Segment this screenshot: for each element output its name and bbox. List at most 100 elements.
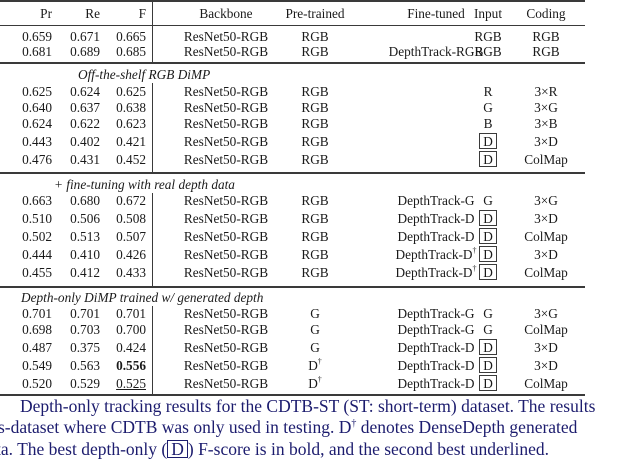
cell-f: 0.508	[116, 211, 146, 226]
cell-pr: 0.487	[22, 340, 52, 355]
cell-coding: ColMap	[524, 376, 568, 391]
section-rule	[0, 62, 585, 64]
depth-input-box: D	[479, 264, 497, 280]
cell-pr: 0.502	[22, 229, 52, 244]
col-header-pr: Pr	[40, 6, 52, 21]
cell-pr: 0.701	[22, 306, 52, 321]
cell-f: 0.685	[116, 44, 146, 59]
cell-input: D	[470, 210, 506, 227]
cell-coding: 3×R	[534, 84, 558, 99]
cell-pretrained: RGB	[301, 44, 329, 59]
col-header-finetuned: Fine-tuned	[407, 6, 465, 21]
cell-input: D	[470, 133, 506, 150]
dagger-mark: †	[472, 264, 477, 273]
depth-input-box: D	[479, 246, 497, 262]
cell-pr: 0.640	[22, 100, 52, 115]
table-row: 0.640 0.637 0.638 ResNet50-RGB RGB G 3×G	[0, 99, 585, 116]
cell-pr: 0.476	[22, 152, 52, 167]
col-header-pretrained: Pre-trained	[285, 6, 345, 21]
cell-finetuned: DepthTrack-G	[397, 193, 475, 208]
cell-re: 0.563	[70, 358, 100, 373]
cell-coding: ColMap	[524, 229, 568, 244]
table-row: 0.624 0.622 0.623 ResNet50-RGB RGB B 3×B	[0, 115, 585, 132]
cell-re: 0.701	[70, 306, 100, 321]
cell-pr: 0.444	[22, 247, 52, 262]
cell-coding: 3×D	[534, 358, 558, 373]
cell-pretrained: RGB	[301, 193, 329, 208]
cell-re: 0.529	[70, 376, 100, 391]
cell-coding: 3×D	[534, 134, 558, 149]
cell-input: D	[470, 151, 506, 168]
cell-pretrained: G	[310, 306, 320, 321]
section-title: + fine-tuning with real depth data	[54, 177, 235, 192]
cell-f: 0.672	[116, 193, 146, 208]
table-row: 0.698 0.703 0.700 ResNet50-RGB G DepthTr…	[0, 321, 585, 338]
cell-input: D	[470, 246, 506, 263]
cell-pr: 0.625	[22, 84, 52, 99]
cell-pretrained: G	[310, 340, 320, 355]
cell-backbone: ResNet50-RGB	[183, 376, 269, 391]
depth-input-box: D	[479, 375, 497, 391]
cell-finetuned: DepthTrack-D	[397, 229, 475, 244]
dagger-mark: †	[317, 357, 322, 366]
cell-re: 0.513	[70, 229, 100, 244]
dagger-mark: †	[351, 418, 357, 429]
cell-finetuned: DepthTrack-D	[397, 358, 475, 373]
table-row: 0.502 0.513 0.507 ResNet50-RGB RGB Depth…	[0, 228, 585, 245]
cell-finetuned: DepthTrack-D	[397, 211, 475, 226]
cell-coding: 3×D	[534, 211, 558, 226]
cell-coding: 3×B	[534, 116, 558, 131]
cell-re: 0.431	[70, 152, 100, 167]
cell-pr: 0.698	[22, 322, 52, 337]
bottom-rule	[0, 394, 585, 396]
cell-f: 0.433	[116, 265, 146, 280]
cell-re: 0.412	[70, 265, 100, 280]
cell-coding: RGB	[532, 29, 560, 44]
cell-re: 0.402	[70, 134, 100, 149]
cell-finetuned: DepthTrack-D	[397, 376, 475, 391]
cell-finetuned: DepthTrack-G	[397, 322, 475, 337]
cell-finetuned: DepthTrack-G	[397, 306, 475, 321]
cell-pretrained: RGB	[301, 265, 329, 280]
cell-pr: 0.510	[22, 211, 52, 226]
pretrained-text: D	[308, 376, 318, 391]
cell-re: 0.671	[70, 29, 100, 44]
col-header-f: F	[138, 6, 146, 21]
cell-input: R	[483, 84, 493, 99]
cell-pretrained: RGB	[301, 247, 329, 262]
cell-backbone: ResNet50-RGB	[183, 116, 269, 131]
table-caption-line-3: ta. The best depth-only (D) F-score is i…	[0, 440, 640, 459]
caption-text: ta. The best depth-only (	[0, 439, 168, 459]
table-row: 0.520 0.529 0.525 ResNet50-RGB D† DepthT…	[0, 375, 585, 392]
table-row: 0.681 0.689 0.685 ResNet50-RGB RGB Depth…	[0, 43, 585, 60]
depth-input-box: D	[479, 133, 497, 149]
cell-backbone: ResNet50-RGB	[183, 29, 269, 44]
table-row: 0.659 0.671 0.665 ResNet50-RGB RGB RGB R…	[0, 28, 585, 45]
cell-re: 0.410	[70, 247, 100, 262]
cell-backbone: ResNet50-RGB	[183, 134, 269, 149]
cell-backbone: ResNet50-RGB	[183, 306, 269, 321]
cell-re: 0.680	[70, 193, 100, 208]
table-header: Pr Re F Backbone Pre-trained Fine-tuned …	[0, 5, 585, 22]
table-row: 0.701 0.701 0.701 ResNet50-RGB G DepthTr…	[0, 305, 585, 322]
col-header-coding: Coding	[526, 6, 566, 21]
table-caption-line-2: s-dataset where CDTB was only used in te…	[0, 418, 640, 437]
col-header-backbone: Backbone	[199, 6, 253, 21]
cell-backbone: ResNet50-RGB	[183, 229, 269, 244]
cell-backbone: ResNet50-RGB	[183, 358, 269, 373]
cell-input: D	[470, 228, 506, 245]
table-caption-line-1: Depth-only tracking results for the CDTB…	[20, 396, 596, 416]
cell-re: 0.637	[70, 100, 100, 115]
cell-pr: 0.681	[22, 44, 52, 59]
cell-pr: 0.443	[22, 134, 52, 149]
cell-re: 0.375	[70, 340, 100, 355]
cell-pr: 0.455	[22, 265, 52, 280]
cell-pretrained: RGB	[301, 152, 329, 167]
cell-coding: RGB	[532, 44, 560, 59]
table-row: 0.443 0.402 0.421 ResNet50-RGB RGB D 3×D	[0, 133, 585, 150]
cell-pretrained: RGB	[301, 229, 329, 244]
cell-pr: 0.624	[22, 116, 52, 131]
cell-f: 0.421	[116, 134, 146, 149]
cell-coding: 3×D	[534, 247, 558, 262]
depth-box-symbol: D	[167, 440, 188, 458]
